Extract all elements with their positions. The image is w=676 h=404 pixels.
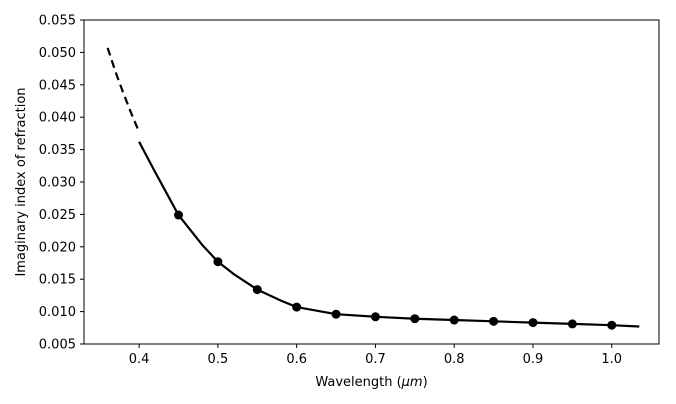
data-point-marker <box>174 210 184 220</box>
x-tick-label: 1.0 <box>601 352 622 367</box>
data-point-marker <box>213 257 223 267</box>
y-tick-label: 0.045 <box>39 78 76 93</box>
data-point-marker <box>449 315 459 325</box>
x-tick-label: 0.6 <box>286 352 307 367</box>
x-tick-label: 0.5 <box>208 352 229 367</box>
x-tick-label: 0.4 <box>129 352 150 367</box>
dashed-series-line <box>106 47 141 133</box>
y-tick-label: 0.005 <box>39 338 76 353</box>
y-tick-label: 0.030 <box>39 176 76 191</box>
x-tick-label: 0.8 <box>444 352 465 367</box>
x-axis-label-close: ) <box>423 375 428 390</box>
y-tick-label: 0.025 <box>39 208 76 223</box>
y-tick-label: 0.040 <box>39 111 76 126</box>
plot-frame <box>83 19 660 345</box>
data-point-marker <box>252 285 262 295</box>
series-group <box>106 47 640 330</box>
y-tick-label: 0.020 <box>39 240 76 255</box>
y-axis: 0.005 0.010 0.015 0.020 0.025 0.030 0.035 0.040… <box>39 14 84 353</box>
x-axis-label-unit: μm <box>401 375 423 390</box>
data-point-marker <box>567 319 577 329</box>
y-tick-label: 0.035 <box>39 143 76 158</box>
data-point-marker <box>410 314 420 324</box>
y-tick-label: 0.050 <box>39 46 76 61</box>
y-tick-label: 0.015 <box>39 273 76 288</box>
y-tick-label: 0.010 <box>39 305 76 320</box>
data-point-marker <box>331 309 341 319</box>
y-tick-label: 0.055 <box>39 14 76 29</box>
data-point-marker <box>292 302 302 312</box>
data-point-marker <box>489 316 499 326</box>
x-axis-label: Wavelength (μm) <box>315 375 427 390</box>
data-point-marker <box>528 318 538 328</box>
x-axis-label-text: Wavelength ( <box>315 375 401 390</box>
data-point-marker <box>370 312 380 322</box>
x-tick-label: 0.7 <box>365 352 386 367</box>
data-point-marker <box>607 320 617 330</box>
x-axis: 0.4 0.5 0.6 0.7 0.8 0.9 1.0 <box>129 344 622 367</box>
x-tick-label: 0.9 <box>523 352 544 367</box>
solid-series-line <box>138 141 640 328</box>
y-axis-label: Imaginary index of refraction <box>14 87 29 276</box>
